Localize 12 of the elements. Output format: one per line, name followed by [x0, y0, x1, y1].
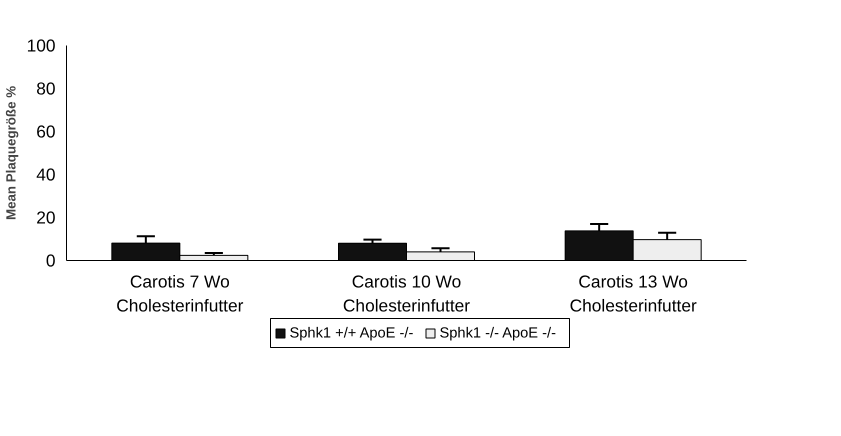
x-tick-label: Carotis 10 Wo Cholesterinfutter [342, 272, 470, 316]
y-axis-title: Mean Plaquegröße % [4, 86, 19, 220]
y-tick-label: 80 [36, 78, 56, 98]
x-tick-label: Carotis 13 Wo Cholesterinfutter [570, 272, 697, 316]
legend-label: Sphk1 +/+ ApoE -/- [290, 326, 414, 342]
legend-label: Sphk1 -/- ApoE -/- [440, 326, 556, 342]
y-tick-label: 20 [36, 208, 56, 228]
y-tick-label: 0 [46, 250, 56, 270]
y-tick-label: 100 [26, 36, 56, 56]
y-tick-label: 40 [36, 164, 56, 184]
x-tick-label: Carotis 7 Wo Cholesterinfutter [116, 272, 244, 316]
y-tick-label: 60 [36, 122, 56, 142]
